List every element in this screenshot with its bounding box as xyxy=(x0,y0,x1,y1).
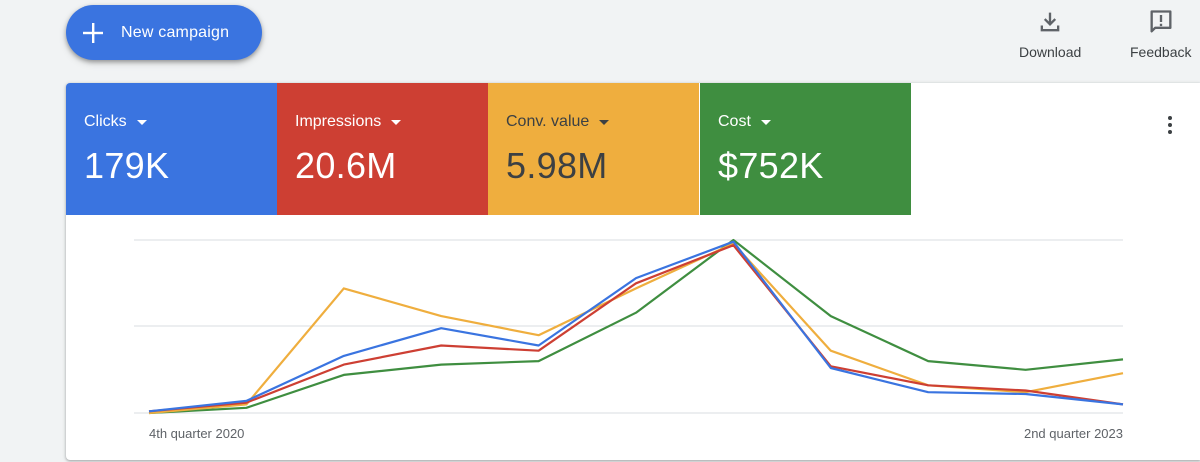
series-line-impressions xyxy=(148,244,1124,413)
chevron-down-icon xyxy=(136,119,147,125)
metric-conv-value-label: Conv. value xyxy=(506,113,590,130)
chevron-down-icon xyxy=(391,119,402,125)
metric-cost-value: $752K xyxy=(718,145,824,186)
metric-impressions-label: Impressions xyxy=(295,113,382,130)
x-tick-end: 2nd quarter 2023 xyxy=(1024,426,1123,441)
more-vert-icon[interactable] xyxy=(1158,113,1182,137)
metric-clicks-value: 179K xyxy=(84,145,170,186)
metric-cost[interactable]: Cost $752K xyxy=(700,83,911,215)
metric-clicks-label-row: Clicks xyxy=(84,113,147,131)
download-label: Download xyxy=(1019,44,1082,60)
feedback-label: Feedback xyxy=(1130,44,1192,60)
metric-impressions[interactable]: Impressions 20.6M xyxy=(277,83,488,215)
metric-impressions-value: 20.6M xyxy=(295,145,397,186)
metric-conv-value-label-row: Conv. value xyxy=(506,113,610,131)
metric-cost-label: Cost xyxy=(718,113,751,130)
x-tick-start: 4th quarter 2020 xyxy=(149,426,244,441)
feedback-icon xyxy=(1150,10,1172,33)
download-button[interactable]: Download xyxy=(1019,8,1081,60)
metric-cost-label-row: Cost xyxy=(718,113,771,131)
chevron-down-icon xyxy=(599,119,610,125)
new-campaign-button[interactable]: New campaign xyxy=(66,5,262,60)
new-campaign-label: New campaign xyxy=(121,23,230,41)
metric-conv-value-value: 5.98M xyxy=(506,145,608,186)
metric-conv-value[interactable]: Conv. value 5.98M xyxy=(488,83,699,215)
plus-icon xyxy=(83,22,103,43)
performance-chart: 4th quarter 2020 2nd quarter 2023 xyxy=(134,238,1124,441)
metric-impressions-label-row: Impressions xyxy=(295,113,402,131)
metric-clicks[interactable]: Clicks 179K xyxy=(66,83,277,215)
download-icon xyxy=(1040,12,1060,32)
series-line-clicks xyxy=(148,240,1124,413)
metric-clicks-label: Clicks xyxy=(84,113,127,130)
performance-card: 4th quarter 2020 2nd quarter 2023 Clicks… xyxy=(66,83,1200,460)
chevron-down-icon xyxy=(760,119,771,125)
series-line-cost xyxy=(148,238,1124,415)
feedback-button[interactable]: Feedback xyxy=(1130,8,1191,60)
